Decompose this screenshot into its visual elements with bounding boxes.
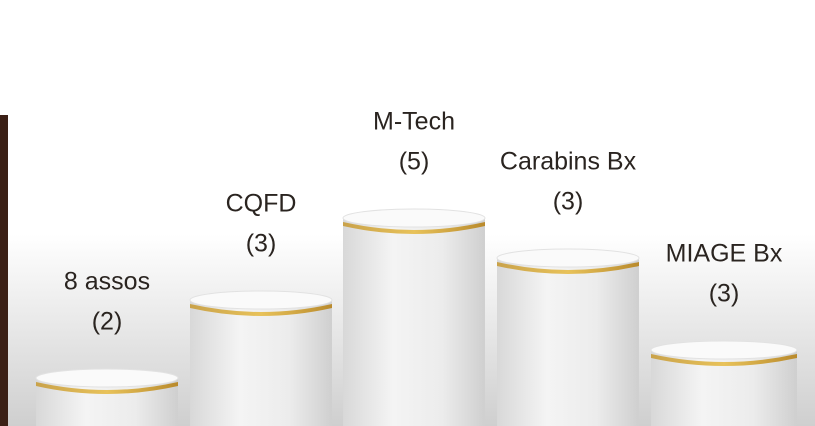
podium-gold-rim bbox=[497, 262, 639, 274]
podium-name: MIAGE Bx bbox=[666, 240, 783, 268]
podium: M-Tech (5) bbox=[342, 108, 486, 426]
podium-name: Carabins Bx bbox=[500, 148, 637, 176]
side-bar bbox=[0, 115, 8, 426]
podium-count: (3) bbox=[553, 188, 584, 216]
podium-top bbox=[35, 368, 179, 388]
podium-name: CQFD bbox=[226, 190, 297, 218]
podiums: 8 assos (2) CQFD (3) M-Tech (5) Carabins Bx (3)… bbox=[35, 108, 798, 426]
podium: MIAGE Bx (3) bbox=[650, 240, 798, 426]
podium-gold-rim bbox=[343, 222, 485, 234]
podium-count: (2) bbox=[92, 308, 123, 336]
podium-count: (3) bbox=[709, 280, 740, 308]
podium-body bbox=[497, 258, 639, 426]
podium-gold-rim bbox=[651, 354, 797, 366]
podium-count: (3) bbox=[246, 230, 277, 258]
podium-name: 8 assos bbox=[64, 268, 150, 296]
podium-body bbox=[190, 300, 332, 426]
podium-top bbox=[496, 248, 640, 268]
podium-gold-rim bbox=[190, 304, 332, 316]
podium: 8 assos (2) bbox=[35, 268, 179, 426]
podium-top bbox=[342, 208, 486, 228]
podium-name: M-Tech bbox=[373, 108, 455, 136]
podium-count: (5) bbox=[399, 148, 430, 176]
podium: CQFD (3) bbox=[189, 190, 333, 426]
podium-body bbox=[343, 218, 485, 426]
podium: Carabins Bx (3) bbox=[496, 148, 640, 426]
podium-top bbox=[189, 290, 333, 310]
podium-gold-rim bbox=[36, 382, 178, 394]
podium-top bbox=[650, 340, 798, 360]
